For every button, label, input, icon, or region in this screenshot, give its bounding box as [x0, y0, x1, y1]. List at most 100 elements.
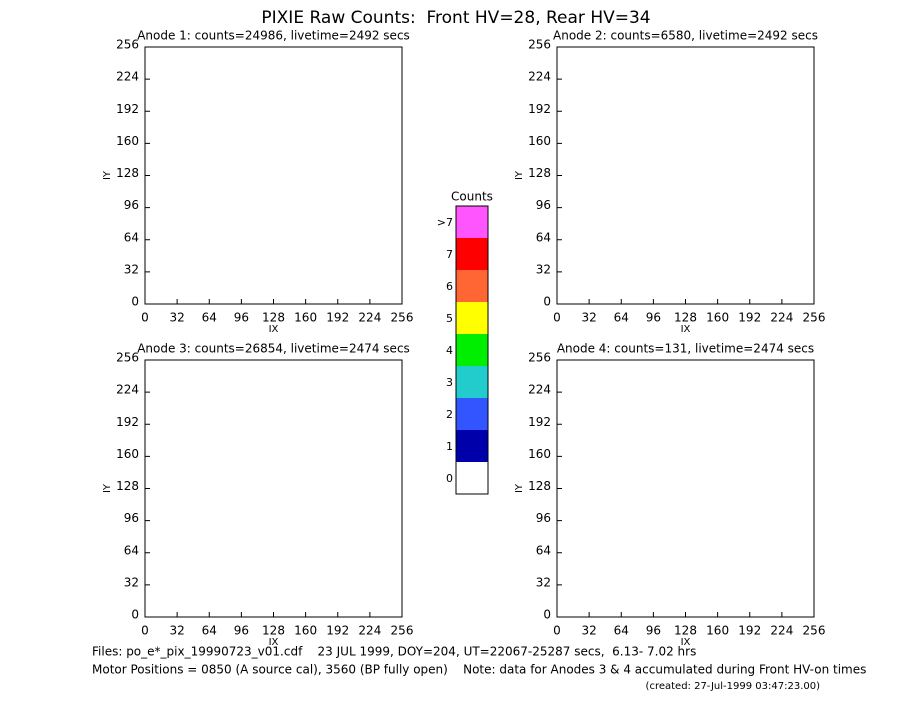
- y-tick-label: 128: [528, 479, 551, 493]
- colorbar-title: Counts: [451, 190, 493, 204]
- colorbar-cell: [456, 270, 488, 302]
- y-tick-label: 96: [124, 511, 139, 525]
- y-tick-label: 160: [528, 134, 551, 148]
- y-tick-label: 160: [528, 447, 551, 461]
- plot-frame: [556, 46, 815, 305]
- y-tick-label: 64: [124, 230, 139, 244]
- y-tick-label: 192: [116, 415, 139, 429]
- x-tick-label: 160: [294, 624, 317, 638]
- x-tick-label: 192: [738, 624, 761, 638]
- x-tick-label: 128: [262, 624, 285, 638]
- y-tick-label: 64: [536, 230, 551, 244]
- y-tick-label: 224: [528, 383, 551, 397]
- panel-title: Anode 2: counts=6580, livetime=2492 secs: [553, 29, 818, 43]
- y-tick-label: 96: [536, 198, 551, 212]
- x-tick-label: 64: [202, 624, 217, 638]
- x-tick-label: 160: [294, 311, 317, 325]
- panel-title: Anode 4: counts=131, livetime=2474 secs: [557, 342, 814, 356]
- y-tick-label: 0: [131, 608, 139, 622]
- x-tick-label: 0: [141, 311, 149, 325]
- x-tick-label: 192: [326, 311, 349, 325]
- colorbar-label: 5: [446, 312, 453, 325]
- x-tick-label: 128: [262, 311, 285, 325]
- x-tick-label: 160: [706, 624, 729, 638]
- x-tick-label: 64: [614, 624, 629, 638]
- x-tick-label: 224: [770, 624, 793, 638]
- colorbar-label: 1: [446, 440, 453, 453]
- colorbar-cell: [456, 398, 488, 430]
- y-axis-label: IY: [102, 483, 113, 493]
- y-tick-label: 0: [543, 608, 551, 622]
- y-tick-label: 224: [116, 70, 139, 84]
- x-tick-label: 192: [326, 624, 349, 638]
- y-tick-label: 128: [116, 166, 139, 180]
- y-tick-label: 32: [124, 262, 139, 276]
- y-tick-label: 160: [116, 134, 139, 148]
- x-tick-label: 96: [234, 624, 249, 638]
- colorbar-cell: [456, 206, 488, 238]
- y-tick-label: 128: [116, 479, 139, 493]
- y-tick-label: 256: [528, 351, 551, 365]
- y-tick-label: 64: [536, 543, 551, 557]
- y-axis-label: IY: [102, 170, 113, 180]
- x-axis-label: IX: [681, 324, 691, 335]
- x-tick-label: 256: [391, 624, 414, 638]
- y-tick-label: 32: [536, 262, 551, 276]
- x-tick-label: 224: [358, 624, 381, 638]
- x-tick-label: 224: [358, 311, 381, 325]
- y-tick-label: 128: [528, 166, 551, 180]
- x-tick-label: 32: [169, 624, 184, 638]
- y-tick-label: 256: [528, 38, 551, 52]
- x-tick-label: 96: [646, 311, 661, 325]
- colorbar-label: 0: [446, 472, 453, 485]
- y-tick-label: 224: [116, 383, 139, 397]
- x-tick-label: 256: [803, 624, 826, 638]
- y-tick-label: 0: [131, 295, 139, 309]
- plot-frame: [144, 359, 403, 618]
- x-tick-label: 96: [234, 311, 249, 325]
- page-title: PIXIE Raw Counts: Front HV=28, Rear HV=3…: [261, 8, 650, 28]
- y-tick-label: 160: [116, 447, 139, 461]
- x-tick-label: 128: [674, 624, 697, 638]
- x-tick-label: 160: [706, 311, 729, 325]
- y-tick-label: 256: [116, 38, 139, 52]
- x-tick-label: 224: [770, 311, 793, 325]
- x-tick-label: 0: [553, 624, 561, 638]
- x-axis-label: IX: [269, 324, 279, 335]
- y-tick-label: 64: [124, 543, 139, 557]
- colorbar-cell: [456, 334, 488, 366]
- footer-files: Files: po_e*_pix_19990723_v01.cdf 23 JUL…: [92, 645, 696, 659]
- x-tick-label: 256: [391, 311, 414, 325]
- y-tick-label: 0: [543, 295, 551, 309]
- y-tick-label: 192: [528, 415, 551, 429]
- y-axis-label: IY: [514, 170, 525, 180]
- colorbar-cell: [456, 238, 488, 270]
- x-tick-label: 0: [553, 311, 561, 325]
- x-tick-label: 0: [141, 624, 149, 638]
- y-tick-label: 32: [124, 575, 139, 589]
- plot-frame: [144, 46, 403, 305]
- colorbar-frame: [455, 205, 489, 495]
- x-tick-label: 32: [169, 311, 184, 325]
- y-tick-label: 224: [528, 70, 551, 84]
- x-tick-label: 192: [738, 311, 761, 325]
- colorbar-cell: [456, 366, 488, 398]
- x-axis-label: IX: [269, 637, 279, 648]
- y-tick-label: 32: [536, 575, 551, 589]
- colorbar-cell: [456, 462, 488, 494]
- y-tick-label: 192: [528, 102, 551, 116]
- colorbar-label: 3: [446, 376, 453, 389]
- panel-title: Anode 1: counts=24986, livetime=2492 sec…: [137, 29, 410, 43]
- colorbar-label: >7: [437, 216, 453, 229]
- y-tick-label: 96: [124, 198, 139, 212]
- x-tick-label: 32: [581, 311, 596, 325]
- panel-title: Anode 3: counts=26854, livetime=2474 sec…: [137, 342, 410, 356]
- x-tick-label: 256: [803, 311, 826, 325]
- colorbar-label: 6: [446, 280, 453, 293]
- colorbar-cell: [456, 430, 488, 462]
- colorbar-cell: [456, 302, 488, 334]
- x-tick-label: 96: [646, 624, 661, 638]
- y-tick-label: 256: [116, 351, 139, 365]
- y-axis-label: IY: [514, 483, 525, 493]
- footer-created: (created: 27-Jul-1999 03:47:23.00): [646, 681, 821, 692]
